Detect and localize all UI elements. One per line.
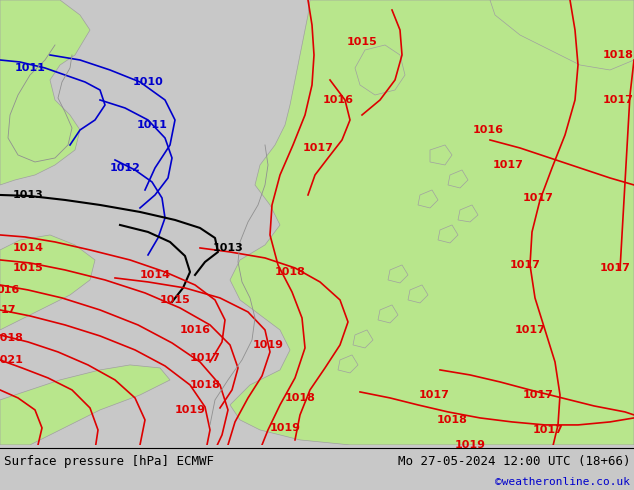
Polygon shape: [0, 235, 95, 330]
Polygon shape: [355, 45, 405, 95]
Text: 1019: 1019: [252, 340, 283, 350]
Text: 1017: 1017: [493, 160, 524, 170]
Text: 1010: 1010: [133, 77, 164, 87]
Text: 1016: 1016: [179, 325, 210, 335]
Text: 1014: 1014: [13, 243, 44, 253]
Text: 1021: 1021: [0, 355, 23, 365]
Polygon shape: [490, 0, 634, 70]
Polygon shape: [430, 145, 452, 165]
Polygon shape: [438, 225, 458, 243]
Polygon shape: [353, 330, 373, 348]
Text: 1013: 1013: [212, 243, 243, 253]
Polygon shape: [408, 285, 428, 303]
Text: 1012: 1012: [110, 163, 141, 173]
Text: Surface pressure [hPa] ECMWF: Surface pressure [hPa] ECMWF: [4, 455, 214, 468]
Text: 1017: 1017: [522, 193, 553, 203]
Text: 1011: 1011: [15, 63, 46, 73]
Polygon shape: [0, 0, 90, 185]
Text: 1017: 1017: [418, 390, 450, 400]
Text: 1015: 1015: [347, 37, 377, 47]
Polygon shape: [230, 0, 634, 445]
Text: 1017: 1017: [190, 353, 221, 363]
Text: 1017: 1017: [602, 95, 633, 105]
Text: 1013: 1013: [13, 190, 43, 200]
Text: 17: 17: [0, 305, 16, 315]
Polygon shape: [338, 355, 358, 373]
Text: 1017: 1017: [600, 263, 630, 273]
Text: 1015: 1015: [160, 295, 190, 305]
Text: 1014: 1014: [139, 270, 171, 280]
Text: 1018: 1018: [0, 333, 23, 343]
Text: 1019: 1019: [174, 405, 205, 415]
Text: 1018: 1018: [285, 393, 316, 403]
Text: 1019: 1019: [269, 423, 301, 433]
Polygon shape: [418, 190, 438, 208]
Text: Mo 27-05-2024 12:00 UTC (18+66): Mo 27-05-2024 12:00 UTC (18+66): [398, 455, 630, 468]
Text: 1018: 1018: [437, 415, 467, 425]
Text: 1017: 1017: [510, 260, 540, 270]
Text: ©weatheronline.co.uk: ©weatheronline.co.uk: [495, 477, 630, 487]
Text: 1011: 1011: [136, 120, 167, 130]
Text: 1016: 1016: [472, 125, 503, 135]
Text: 1016: 1016: [323, 95, 354, 105]
Polygon shape: [388, 265, 408, 283]
Polygon shape: [448, 170, 468, 188]
Polygon shape: [0, 365, 170, 445]
Text: 1017: 1017: [533, 425, 564, 435]
Text: 1019: 1019: [455, 440, 486, 450]
Text: 1017: 1017: [302, 143, 333, 153]
Polygon shape: [378, 305, 398, 323]
Text: 1018: 1018: [275, 267, 306, 277]
Text: 1018: 1018: [602, 50, 633, 60]
Text: 1018: 1018: [190, 380, 221, 390]
Text: 1017: 1017: [522, 390, 553, 400]
Text: 1015: 1015: [13, 263, 43, 273]
Text: 016: 016: [0, 285, 20, 295]
Text: 1017: 1017: [515, 325, 545, 335]
Polygon shape: [458, 205, 478, 222]
